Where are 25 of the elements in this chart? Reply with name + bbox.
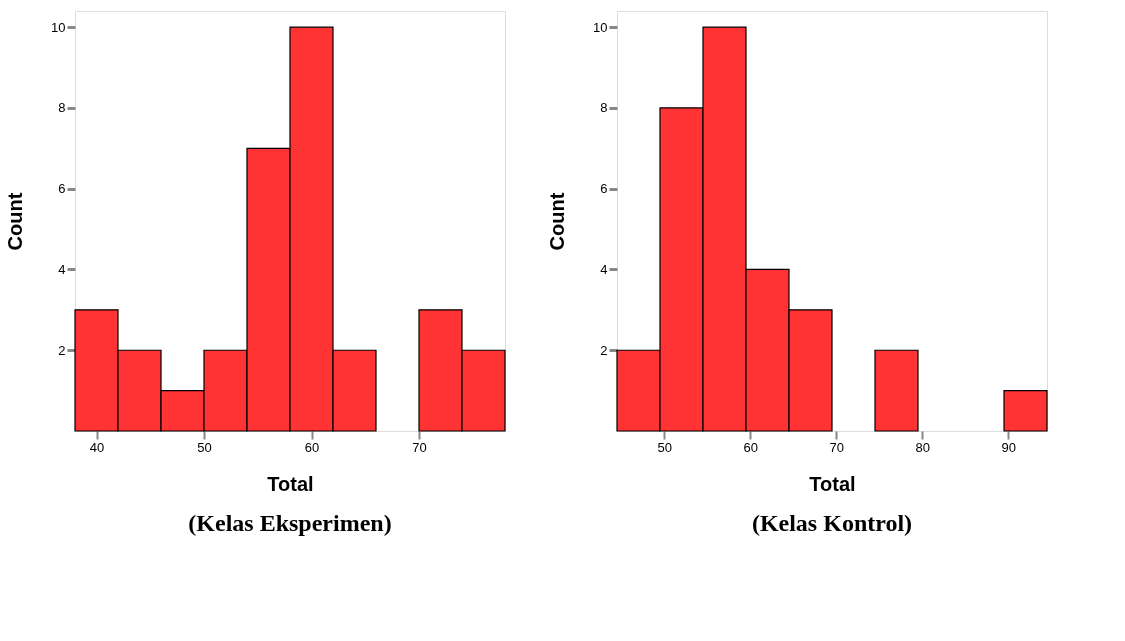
x-tick-label: 70 [829, 439, 845, 455]
x-tick-label: 40 [89, 439, 105, 455]
x-tick-label: 90 [1001, 439, 1017, 455]
text: (Kelas Kontrol) [751, 510, 913, 536]
y-tick-label: 10 [593, 19, 608, 35]
x-axis-title: Total [267, 472, 314, 495]
y-tick-label: 8 [600, 100, 608, 116]
x-axis-title: Total [809, 472, 856, 495]
y-tick-label: 4 [600, 261, 608, 277]
y-tick-label: 6 [600, 181, 608, 197]
x-tick-label: 60 [743, 439, 759, 455]
y-tick-label: 2 [58, 342, 66, 358]
x-tick-label: 50 [657, 439, 673, 455]
text: (Kelas Eksperimen) [188, 510, 392, 536]
y-tick-label: 6 [58, 181, 66, 197]
y-tick-label: 2 [600, 342, 608, 358]
y-tick-label: 8 [58, 100, 66, 116]
y-axis-title: Count [546, 192, 569, 251]
x-tick-label: 80 [915, 439, 931, 455]
y-axis-title: Count [4, 192, 27, 251]
x-tick-label: 70 [412, 439, 427, 455]
y-tick-label: 4 [58, 261, 66, 277]
y-tick-label: 10 [51, 19, 66, 35]
x-tick-label: 50 [197, 439, 212, 455]
x-tick-label: 60 [304, 439, 320, 455]
